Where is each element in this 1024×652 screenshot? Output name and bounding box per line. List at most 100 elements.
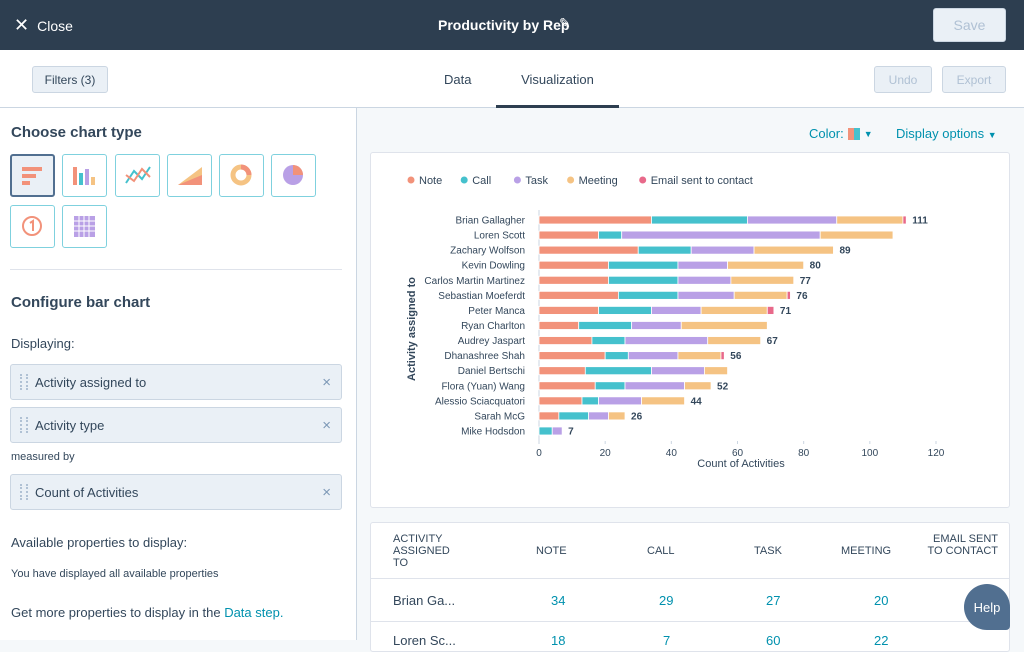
cell: 60 xyxy=(766,633,781,648)
bar-segment xyxy=(538,290,619,300)
bar-segment xyxy=(538,230,599,240)
filters-button[interactable]: Filters (3) xyxy=(32,66,108,93)
export-button[interactable]: Export xyxy=(942,66,1006,93)
label: Available properties to display: xyxy=(11,535,188,550)
bar-segment xyxy=(690,245,755,255)
legend-label: Email sent to contact xyxy=(651,175,753,187)
bar-segment xyxy=(538,245,639,255)
note: You have displayed all available propert… xyxy=(11,568,219,580)
bar-segment xyxy=(730,275,795,285)
bar-segment xyxy=(627,351,679,361)
cell: Brian Ga... xyxy=(393,593,456,608)
tab-active[interactable]: Visualization xyxy=(496,72,619,108)
x-tick-label: 100 xyxy=(861,448,878,459)
close-button[interactable]: ✕ Close xyxy=(14,15,73,35)
y-tick-label: Kevin Dowling xyxy=(462,261,525,272)
cell: 20 xyxy=(874,593,889,608)
chart-type-area[interactable] xyxy=(167,154,212,197)
bar-segment xyxy=(538,426,553,436)
link[interactable]: Data step. xyxy=(224,605,284,620)
bar-segment xyxy=(707,336,762,345)
cell: 18 xyxy=(551,633,566,648)
y-tick-label: Sarah McG xyxy=(474,411,525,422)
column-header: CALL xyxy=(647,545,675,557)
total-label: 26 xyxy=(631,411,643,422)
bar-segment xyxy=(836,215,904,225)
legend-swatch xyxy=(460,176,468,184)
sidebar: Choose chart type Configure bar chart Di… xyxy=(0,108,357,640)
bar-segment xyxy=(608,260,679,270)
bar-segment xyxy=(538,396,583,406)
legend-label: Meeting xyxy=(579,175,618,187)
x-tick-label: 40 xyxy=(666,448,678,459)
bar-segment xyxy=(538,321,580,330)
y-tick-label: Alessio Sciacquatori xyxy=(435,396,525,407)
tab[interactable]: Data xyxy=(444,72,472,87)
bar-segment xyxy=(680,321,768,330)
bar-segment xyxy=(598,306,652,315)
row-divider xyxy=(371,578,1009,579)
bar-segment xyxy=(598,230,623,240)
cell: Loren Sc... xyxy=(393,633,456,648)
section-title: Configure bar chart xyxy=(11,294,151,311)
chart-type-bar[interactable] xyxy=(10,154,55,197)
column-header: TASK xyxy=(754,545,782,557)
save-button[interactable]: Save xyxy=(933,8,1006,42)
bar-segment xyxy=(641,396,685,406)
bar-segment xyxy=(677,351,722,361)
report-title: Productivity by Rep xyxy=(438,17,570,33)
bar-segment xyxy=(753,245,834,255)
total-label: 56 xyxy=(730,351,742,362)
measure-pill[interactable]: Count of Activities xyxy=(10,474,342,510)
bar-segment xyxy=(538,336,593,345)
chart-type-donut[interactable] xyxy=(219,154,264,197)
y-axis-label: Activity assigned to xyxy=(406,277,418,381)
bar-segment xyxy=(538,366,586,376)
note: Get more properties to display in the Da… xyxy=(11,605,283,620)
data-table: ACTIVITY ASSIGNED TO NOTE CALL TASK MEET… xyxy=(370,522,1010,652)
legend-swatch xyxy=(513,176,521,184)
y-tick-label: Brian Gallagher xyxy=(456,216,526,227)
legend-swatch xyxy=(639,176,647,184)
chart-type-number[interactable] xyxy=(10,205,55,248)
chart-type-pie[interactable] xyxy=(271,154,316,197)
toolbar: Filters (3) Data Visualization Undo Expo… xyxy=(0,50,1024,108)
legend-swatch xyxy=(567,176,575,184)
bar-segment xyxy=(538,275,609,285)
undo-button[interactable]: Undo xyxy=(874,66,932,93)
bar-segment xyxy=(631,321,682,330)
bar-segment xyxy=(604,351,629,361)
bar-segment xyxy=(677,290,735,300)
bar-segment xyxy=(684,381,712,391)
y-tick-label: Mike Hodsdon xyxy=(461,426,525,437)
x-tick-label: 120 xyxy=(928,448,945,459)
top-bar: ✕ Close Productivity by Rep ✎ Save xyxy=(0,0,1024,50)
bar-segment xyxy=(608,275,679,285)
bar-segment xyxy=(591,336,626,345)
help-button[interactable]: Help xyxy=(964,584,1010,630)
chart-card: Activity assigned to Count of Activities… xyxy=(370,152,1010,508)
total-label: 89 xyxy=(839,246,851,257)
x-tick-label: 20 xyxy=(600,448,612,459)
total-label: 71 xyxy=(780,306,792,317)
total-label: 52 xyxy=(717,381,729,392)
y-tick-label: Carlos Martin Martinez xyxy=(424,276,525,287)
total-label: 76 xyxy=(796,291,808,302)
chart-type-table[interactable] xyxy=(62,205,107,248)
bar-segment xyxy=(902,215,907,225)
y-tick-label: Dhanashree Shah xyxy=(444,351,525,362)
chart-type-line[interactable] xyxy=(115,154,160,197)
bar-segment xyxy=(651,306,702,315)
bar-segment xyxy=(551,426,563,436)
total-label: 77 xyxy=(800,276,812,287)
property-pill[interactable]: Activity type xyxy=(10,407,342,443)
bar-segment xyxy=(677,260,728,270)
chart-type-column[interactable] xyxy=(62,154,107,197)
display-options[interactable]: Display options ▼ xyxy=(896,126,997,141)
bar-segment xyxy=(733,290,788,300)
cell: 27 xyxy=(766,593,781,608)
color-picker[interactable]: Color: ▼ xyxy=(809,126,873,141)
property-pill[interactable]: Activity assigned to xyxy=(10,364,342,400)
bar-segment xyxy=(588,411,609,421)
edit-icon[interactable]: ✎ xyxy=(559,15,571,31)
